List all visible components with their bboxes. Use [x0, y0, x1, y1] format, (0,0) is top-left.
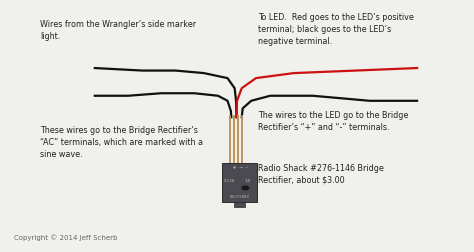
Text: Radio Shack #276-1146 Bridge
Rectifier, about $3.00: Radio Shack #276-1146 Bridge Rectifier, …	[258, 164, 384, 185]
Text: The wires to the LED go to the Bridge
Rectifier’s “+” and “-” terminals.: The wires to the LED go to the Bridge Re…	[258, 111, 409, 132]
Circle shape	[242, 186, 249, 190]
Text: SC26    1D: SC26 1D	[224, 179, 250, 183]
Bar	[234, 202, 246, 207]
Bar	[222, 163, 257, 202]
Text: B6C5YB0X: B6C5YB0X	[229, 195, 250, 199]
Text: Wires from the Wrangler’s side marker
light.: Wires from the Wrangler’s side marker li…	[40, 20, 196, 41]
Text: These wires go to the Bridge Rectifier’s
“AC” terminals, which are marked with a: These wires go to the Bridge Rectifier’s…	[40, 126, 203, 159]
Text: + ~ -: + ~ -	[232, 165, 247, 170]
Text: Copyright © 2014 Jeff Scherb: Copyright © 2014 Jeff Scherb	[14, 234, 118, 241]
Text: To LED.  Red goes to the LED’s positive
terminal; black goes to the LED’s
negati: To LED. Red goes to the LED’s positive t…	[258, 13, 414, 46]
